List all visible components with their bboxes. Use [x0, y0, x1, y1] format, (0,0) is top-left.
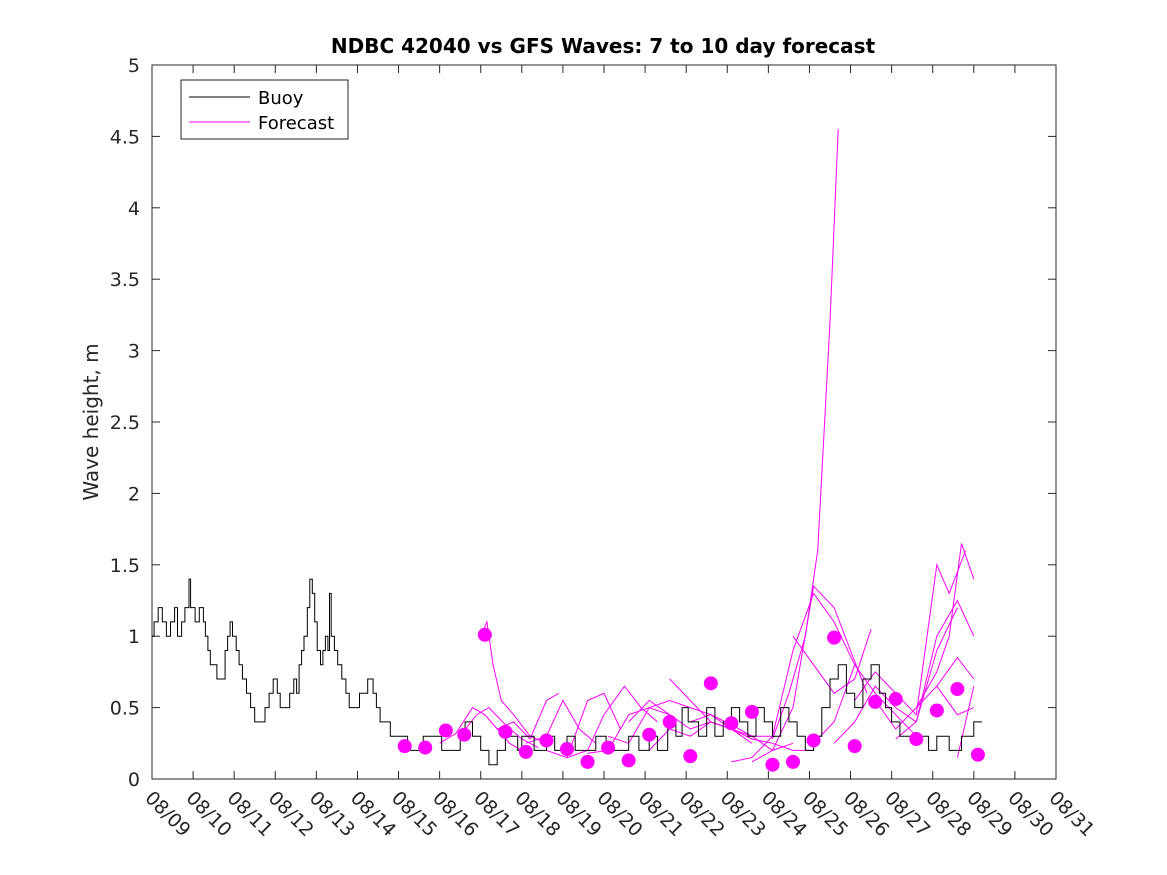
forecast-marker: [397, 739, 412, 754]
forecast-line: [525, 699, 597, 744]
y-tick-label: 4.5: [110, 126, 140, 148]
forecast-line: [439, 706, 523, 751]
forecast-marker: [929, 703, 944, 718]
forecast-line: [731, 592, 856, 763]
forecast-marker: [765, 757, 780, 772]
forecast-marker: [683, 749, 698, 764]
legend: Buoy Forecast: [180, 79, 349, 140]
axes-box: [151, 64, 1057, 780]
forecast-line: [607, 699, 711, 744]
y-tick-label: 4: [128, 198, 140, 220]
forecast-line: [895, 599, 975, 740]
forecast-marker: [539, 733, 554, 748]
forecast-line: [833, 607, 958, 744]
forecast-marker: [518, 744, 533, 759]
buoy-line: [152, 578, 982, 766]
forecast-marker: [724, 716, 739, 731]
y-tick-label: 3: [128, 341, 140, 363]
series-layer: [152, 129, 985, 772]
forecast-line: [751, 585, 868, 763]
y-tick-label: 2: [128, 483, 140, 505]
forecast-marker: [498, 724, 513, 739]
forecast-marker: [970, 747, 985, 762]
legend-box: [180, 79, 349, 140]
forecast-marker: [642, 727, 657, 742]
y-tick-label: 0.5: [110, 698, 140, 720]
forecast-marker: [909, 732, 924, 747]
forecast-marker: [580, 754, 595, 769]
forecast-marker: [950, 682, 965, 697]
forecast-marker: [457, 727, 472, 742]
forecast-line: [497, 692, 560, 740]
legend-buoy-label: Buoy: [258, 88, 304, 109]
forecast-line: [956, 686, 975, 758]
y-tick-label: 5: [128, 55, 140, 77]
forecast-line: [648, 721, 753, 751]
legend-forecast-label: Forecast: [258, 113, 334, 134]
y-axis-label: Wave height, m: [79, 343, 103, 500]
forecast-marker: [744, 704, 759, 719]
forecast-line: [690, 714, 794, 751]
forecast-line: [459, 706, 539, 749]
forecast-marker: [868, 694, 883, 709]
forecast-marker: [438, 723, 453, 738]
forecast-marker: [847, 739, 862, 754]
y-tick-label: 1: [128, 626, 140, 648]
forecast-marker: [477, 627, 492, 642]
forecast-marker: [806, 733, 821, 748]
forecast-line: [546, 692, 621, 759]
forecast-marker: [560, 742, 575, 757]
y-tick-label: 3.5: [110, 269, 140, 291]
forecast-marker: [786, 754, 801, 769]
forecast-line: [792, 628, 872, 694]
y-tick-label: 0: [128, 769, 140, 791]
chart-title: NDBC 42040 vs GFS Waves: 7 to 10 day for…: [331, 34, 876, 58]
y-tick-label: 2.5: [110, 412, 140, 434]
forecast-line: [874, 656, 975, 730]
forecast-line: [772, 129, 839, 740]
forecast-marker: [418, 740, 433, 755]
forecast-marker: [621, 753, 636, 768]
forecast-line: [915, 543, 975, 708]
y-axis: 0 0.5 1 1.5 2 2.5 3 3.5 4 4.5 5: [110, 55, 1056, 791]
plot-area: 00.511.522.533.544.55 08/0908/1008/1108/…: [110, 55, 1099, 841]
forecast-marker: [888, 692, 903, 707]
y-tick-label: 1.5: [110, 555, 140, 577]
forecast-line: [587, 707, 670, 754]
forecast-marker: [601, 740, 616, 755]
forecast-marker: [703, 676, 718, 691]
forecast-marker: [662, 714, 677, 729]
forecast-line: [854, 550, 967, 716]
forecast-marker: [827, 630, 842, 645]
